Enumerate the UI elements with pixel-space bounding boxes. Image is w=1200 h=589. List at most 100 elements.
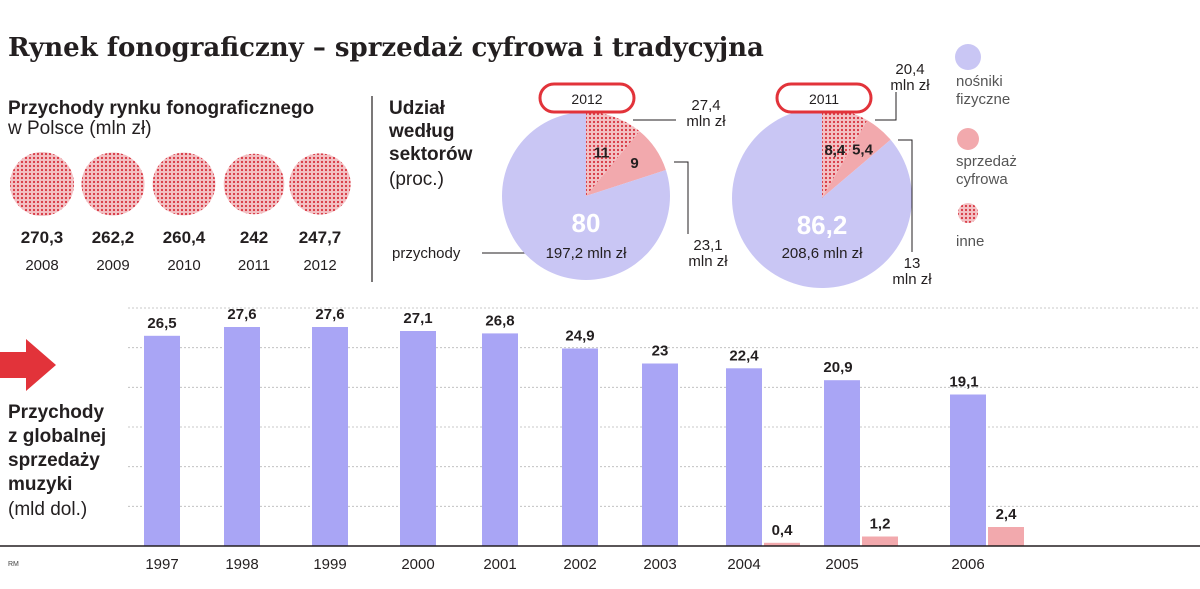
revenue-circle-2011 xyxy=(223,153,285,215)
pie-2011-slice-physical xyxy=(732,108,913,288)
bar-digital-label-2004: 0,4 xyxy=(772,522,794,539)
x-tick-1997: 1997 xyxy=(145,556,178,573)
source-credit: RM xyxy=(8,561,19,568)
pie-2011-physical-amount: 208,6 mln zł xyxy=(782,245,864,262)
x-tick-2006: 2006 xyxy=(951,556,984,573)
revenue-value-2008: 270,3 xyxy=(21,228,64,247)
legend-physical-swatch xyxy=(955,44,981,70)
revenue-value-2010: 260,4 xyxy=(163,228,206,247)
bar-physical-1999 xyxy=(312,327,348,546)
legend-other-swatch xyxy=(958,203,978,223)
global-title-line5: (mld dol.) xyxy=(8,499,87,520)
pie-2012-year-badge xyxy=(538,82,636,114)
global-title-line4: muzyki xyxy=(8,474,72,495)
bar-physical-2002 xyxy=(562,348,598,546)
global-title-line2: z globalnej xyxy=(8,426,106,447)
pie-2011-other-amount-line2: mln zł xyxy=(890,77,930,94)
revenue-year-2008: 2008 xyxy=(25,257,58,274)
revenue-value-2012: 247,7 xyxy=(299,228,342,247)
bar-digital-2005 xyxy=(862,536,898,546)
legend-digital-line1: sprzedaż xyxy=(956,153,1017,170)
bar-physical-2000 xyxy=(400,331,436,546)
revenue-year-2012: 2012 xyxy=(303,257,336,274)
share-title-line1: Udział xyxy=(389,98,446,119)
revenue-panel-title: Przychody rynku fonograficznego xyxy=(8,98,314,119)
pie-2012-physical-value: 80 xyxy=(572,208,601,238)
bar-physical-2006 xyxy=(950,394,986,546)
pie-2012-slice-digital xyxy=(586,131,666,196)
legend-other-label: inne xyxy=(956,233,984,250)
bar-digital-2006 xyxy=(988,527,1024,546)
bar-physical-2005 xyxy=(824,380,860,546)
x-tick-2000: 2000 xyxy=(401,556,434,573)
pie-2011-slice-other xyxy=(822,108,868,198)
pie-2011-digital-amount-line1: 13 xyxy=(904,255,921,272)
pie-2011-slice-digital xyxy=(822,120,891,198)
revenue-circle-2010 xyxy=(152,152,216,216)
pie-2011-digital-amount-line2: mln zł xyxy=(892,271,932,288)
bar-physical-label-1997: 26,5 xyxy=(147,315,176,332)
pie-2012-year-label: 2012 xyxy=(571,91,602,107)
bar-physical-label-2006: 19,1 xyxy=(949,374,978,391)
pie-2012-digital-amount-line1: 23,1 xyxy=(693,237,722,254)
pie-2012-slice-physical xyxy=(502,112,671,280)
bar-physical-label-2004: 22,4 xyxy=(729,347,759,364)
revenue-year-2011: 2011 xyxy=(238,257,270,274)
bar-physical-2004 xyxy=(726,368,762,546)
legend-physical-line2: fizyczne xyxy=(956,91,1010,108)
bar-physical-2003 xyxy=(642,363,678,546)
bar-physical-2001 xyxy=(482,333,518,546)
pie-2012-slice-other xyxy=(586,112,640,196)
bar-physical-1998 xyxy=(224,327,260,546)
bar-digital-label-2005: 1,2 xyxy=(870,516,891,533)
revenue-value-2011: 242 xyxy=(240,228,268,247)
x-tick-2001: 2001 xyxy=(483,556,516,573)
revenue-circle-2012 xyxy=(289,153,351,215)
pie-2011-year-label: 2011 xyxy=(809,91,839,107)
share-title-line2: według xyxy=(388,121,454,142)
bar-physical-1997 xyxy=(144,335,180,546)
revenue-circle-2009 xyxy=(81,152,145,216)
pie-2011-digital-leader xyxy=(898,139,913,252)
revenue-panel-subtitle: w Polsce (mln zł) xyxy=(7,118,152,139)
x-tick-1999: 1999 xyxy=(313,556,346,573)
pie-2012-digital-amount-line2: mln zł xyxy=(688,253,728,270)
pie-2012-digital-leader xyxy=(674,161,689,234)
pie-2012-other-amount-line1: 27,4 xyxy=(691,97,720,114)
pie-2012-digital-value: 9 xyxy=(630,155,638,172)
legend-digital-line2: cyfrowa xyxy=(956,171,1008,188)
legend-physical-line1: nośniki xyxy=(956,73,1003,90)
pie-2011-digital-value: 5,4 xyxy=(852,142,874,159)
x-tick-2003: 2003 xyxy=(643,556,676,573)
revenue-circle-2008 xyxy=(10,152,74,216)
bar-physical-label-2005: 20,9 xyxy=(823,359,852,376)
share-title-line3: sektorów xyxy=(389,144,473,165)
pie-2012-physical-amount: 197,2 mln zł xyxy=(546,245,628,262)
pie-2011-other-value: 8,4 xyxy=(824,142,846,159)
legend-digital-swatch xyxy=(957,128,979,150)
share-title-line4: (proc.) xyxy=(389,169,444,190)
bar-physical-label-2000: 27,1 xyxy=(403,310,432,327)
x-tick-2004: 2004 xyxy=(727,556,760,573)
pie-2011-year-badge xyxy=(775,82,873,114)
bar-physical-label-1999: 27,6 xyxy=(315,306,344,323)
pie-2012-other-value: 11 xyxy=(594,145,610,162)
global-title-line1: Przychody xyxy=(8,402,105,423)
page-title: Rynek fonograficzny – sprzedaż cyfrowa i… xyxy=(8,33,764,63)
x-tick-2005: 2005 xyxy=(825,556,858,573)
bar-physical-label-1998: 27,6 xyxy=(227,306,256,323)
bar-physical-label-2003: 23 xyxy=(652,343,669,360)
bar-physical-label-2001: 26,8 xyxy=(485,312,514,329)
global-title-line3: sprzedaży xyxy=(8,450,100,471)
bars: 26,5 1997 27,6 1998 27,6 1999 27,1 2000 26,8 2001… xyxy=(144,306,1024,573)
arrow-right-icon xyxy=(0,339,56,391)
revenue-year-2009: 2009 xyxy=(96,257,129,274)
revenue-value-2009: 262,2 xyxy=(92,228,135,247)
pie-2011-physical-value: 86,2 xyxy=(797,210,848,240)
pie-2012-other-amount-line2: mln zł xyxy=(686,113,726,130)
bar-physical-label-2002: 24,9 xyxy=(565,328,594,345)
x-tick-2002: 2002 xyxy=(563,556,596,573)
